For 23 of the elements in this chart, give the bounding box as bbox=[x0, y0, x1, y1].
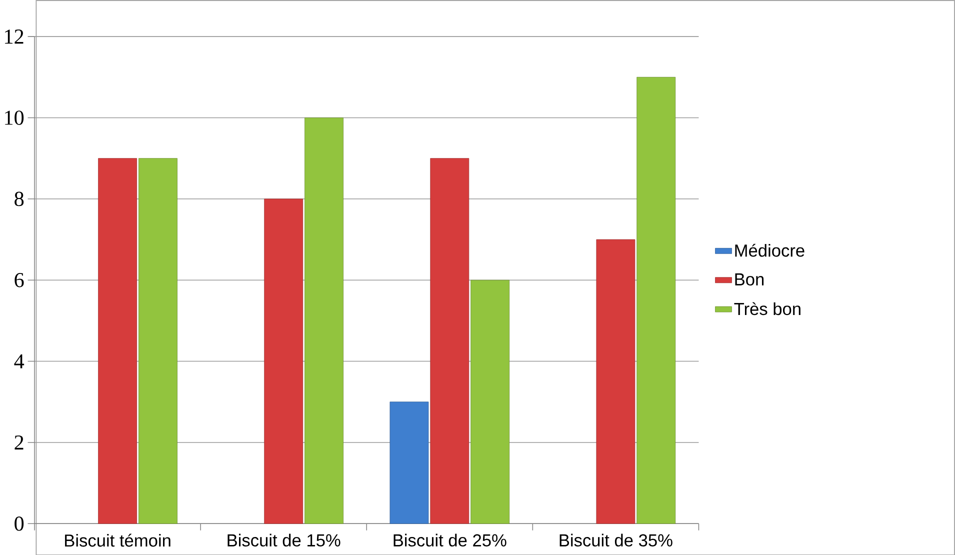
legend-label: Très bon bbox=[734, 302, 800, 315]
bar bbox=[636, 76, 676, 524]
y-tick-label: 10 bbox=[5, 110, 24, 125]
y-tick-label: 4 bbox=[14, 354, 24, 368]
legend-label: Médiocre bbox=[735, 244, 804, 257]
y-tick-label: 8 bbox=[14, 192, 24, 206]
bar bbox=[596, 239, 636, 524]
bar bbox=[304, 117, 344, 524]
y-tick-label: 0 bbox=[14, 516, 24, 531]
bar bbox=[98, 158, 137, 524]
y-tick-label: 6 bbox=[14, 272, 24, 288]
legend-label: Bon bbox=[735, 273, 764, 286]
x-tick-label: Biscuit témoin bbox=[65, 534, 170, 546]
bar bbox=[470, 280, 510, 524]
bar bbox=[138, 158, 178, 524]
x-tick-label: Biscuit de 25% bbox=[394, 534, 506, 546]
x-tick-label: Biscuit de 15% bbox=[228, 534, 340, 546]
bar bbox=[390, 401, 429, 524]
x-tick-label: Biscuit de 35% bbox=[560, 534, 672, 546]
bar bbox=[430, 158, 470, 524]
bar bbox=[264, 198, 304, 524]
y-tick-label: 12 bbox=[5, 29, 24, 44]
y-tick-label: 2 bbox=[14, 435, 24, 450]
